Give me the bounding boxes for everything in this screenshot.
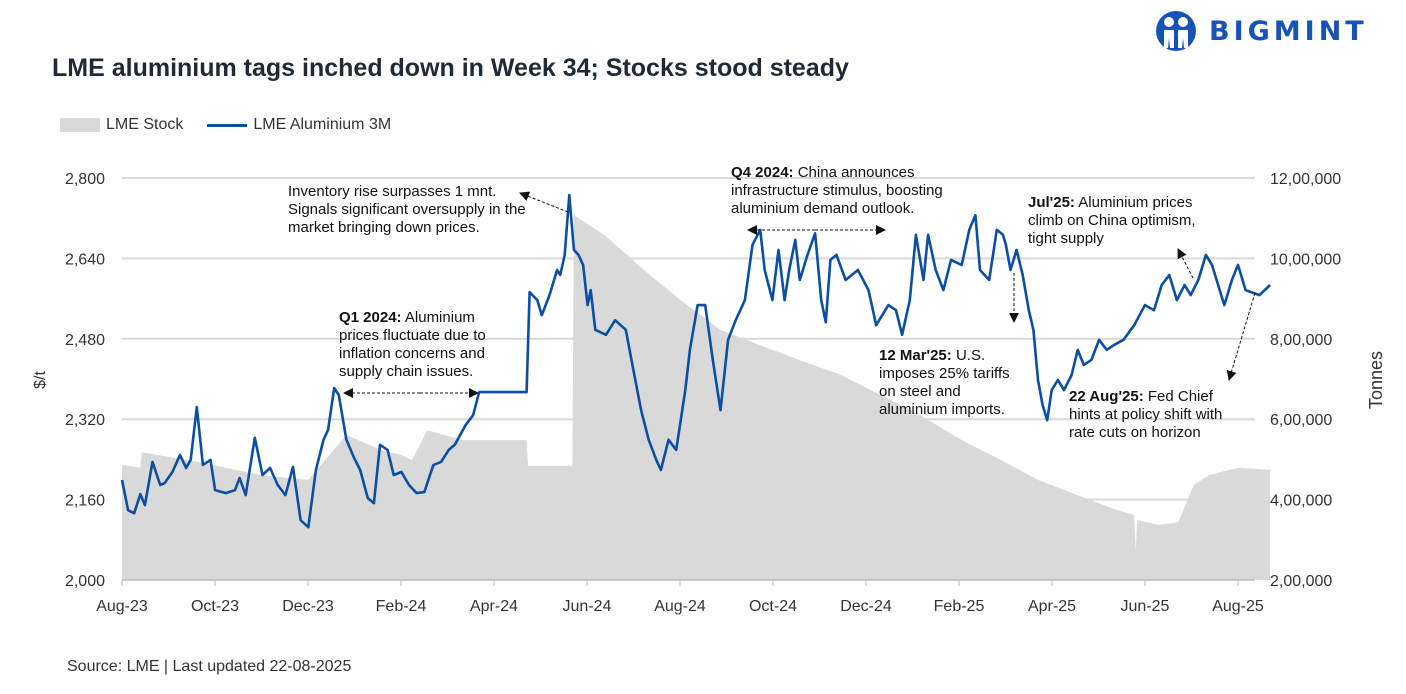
legend-swatch-stock xyxy=(60,118,100,132)
stock-area xyxy=(122,215,1271,580)
x-tick-label: Oct-23 xyxy=(191,598,239,615)
price-line xyxy=(120,193,1271,529)
annotation-inventory: Inventory rise surpasses 1 mnt. Signals … xyxy=(288,183,526,236)
x-tick-label: Apr-25 xyxy=(1028,598,1076,615)
y-tick-label: 2,160 xyxy=(65,493,105,510)
source-note: Source: LME | Last updated 22-08-2025 xyxy=(67,658,352,675)
y2-tick-label: 12,00,000 xyxy=(1270,171,1341,188)
annotation-aug-2025: 22 Aug'25: Fed Chief hints at policy shi… xyxy=(1069,388,1223,441)
legend: LME Stock LME Aluminium 3M xyxy=(60,116,391,134)
annotation-mar-2025: 12 Mar'25: U.S. imposes 25% tariffs on s… xyxy=(879,347,1010,418)
bigmint-logo: BIGMINT xyxy=(1155,10,1368,52)
y2-tick-label: 4,00,000 xyxy=(1270,493,1332,510)
x-tick-label: Dec-23 xyxy=(282,598,334,615)
annotation-jul-2025: Jul'25: Aluminium prices climb on China … xyxy=(1028,194,1196,247)
y-tick-label: 2,640 xyxy=(65,251,105,268)
x-tick-label: Feb-24 xyxy=(376,598,427,615)
x-tick-label: Jun-25 xyxy=(1121,598,1170,615)
logo-people-icon xyxy=(1156,11,1196,51)
y-tick-label: 2,320 xyxy=(65,412,105,429)
x-tick-label: Feb-25 xyxy=(934,598,985,615)
x-tick-label: Dec-24 xyxy=(840,598,892,615)
x-tick-label: Aug-25 xyxy=(1212,598,1264,615)
chart-title: LME aluminium tags inched down in Week 3… xyxy=(52,54,849,82)
y-axis-label: $/t xyxy=(32,371,49,389)
x-tick-label: Aug-23 xyxy=(96,598,148,615)
y2-axis-label: Tonnes xyxy=(1366,351,1386,409)
legend-label-stock: LME Stock xyxy=(106,116,184,133)
y2-tick-label: 2,00,000 xyxy=(1270,573,1332,590)
legend-swatch-price xyxy=(207,123,248,127)
y-tick-label: 2,000 xyxy=(65,573,105,590)
logo-text: BIGMINT xyxy=(1209,15,1368,47)
arrow-jul25 xyxy=(1177,248,1194,279)
arrow-aug25 xyxy=(1226,292,1256,381)
annotation-q4-2024: Q4 2024: China announces infrastructure … xyxy=(731,164,943,217)
x-tick-label: Aug-24 xyxy=(654,598,706,615)
annotation-q1-2024: Q1 2024: Aluminium prices fluctuate due … xyxy=(339,309,486,380)
x-tick-label: Jun-24 xyxy=(563,598,612,615)
annotation-arrows xyxy=(343,191,1256,398)
y2-tick-label: 8,00,000 xyxy=(1270,332,1332,349)
y-tick-label: 2,800 xyxy=(65,171,105,188)
y2-tick-label: 6,00,000 xyxy=(1270,412,1332,429)
legend-label-price: LME Aluminium 3M xyxy=(253,116,392,133)
x-tick-label: Oct-24 xyxy=(749,598,797,615)
y2-tick-label: 10,00,000 xyxy=(1270,251,1341,268)
y-tick-label: 2,480 xyxy=(65,332,105,349)
x-tick-label: Apr-24 xyxy=(470,598,518,615)
arrow-inventory xyxy=(519,191,569,213)
